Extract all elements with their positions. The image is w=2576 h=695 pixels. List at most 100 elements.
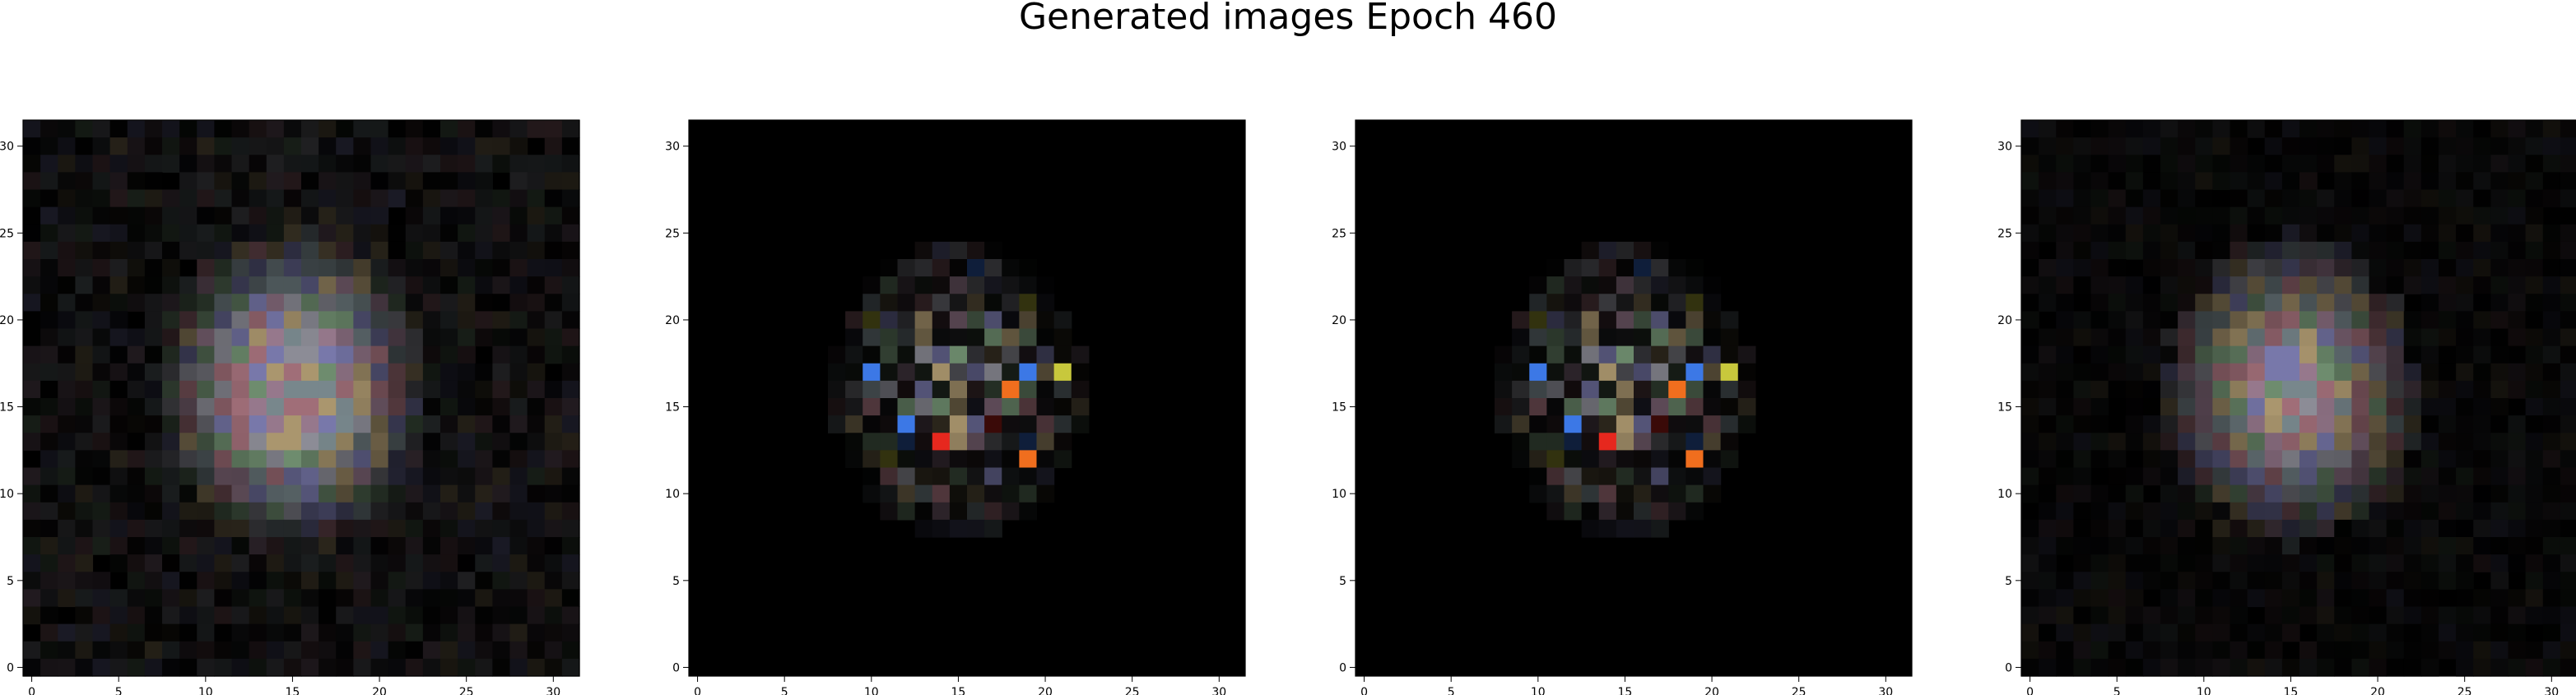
image-pixel bbox=[2386, 155, 2405, 173]
image-pixel bbox=[2542, 484, 2561, 503]
image-pixel bbox=[440, 345, 458, 364]
image-pixel bbox=[283, 172, 302, 191]
image-pixel bbox=[2560, 311, 2576, 330]
image-pixel bbox=[2525, 189, 2544, 208]
image-pixel bbox=[458, 345, 476, 364]
image-pixel bbox=[2525, 241, 2544, 260]
image-pixel bbox=[2195, 189, 2213, 208]
image-pixel bbox=[2264, 572, 2283, 590]
image-pixel bbox=[353, 137, 372, 155]
image-pixel bbox=[2230, 519, 2248, 538]
image-pixel bbox=[162, 658, 180, 677]
image-pixel bbox=[2195, 484, 2213, 503]
image-pixel bbox=[2195, 120, 2213, 138]
image-pixel bbox=[932, 311, 951, 330]
image-pixel bbox=[353, 589, 372, 608]
image-pixel bbox=[2125, 345, 2144, 364]
image-pixel bbox=[1668, 502, 1686, 521]
image-pixel bbox=[23, 172, 41, 191]
image-pixel bbox=[2195, 172, 2213, 191]
image-pixel bbox=[336, 120, 354, 138]
image-pixel bbox=[2439, 380, 2457, 399]
image-pixel bbox=[58, 450, 76, 469]
image-pixel bbox=[2317, 241, 2335, 260]
image-pixel bbox=[2490, 172, 2509, 191]
image-pixel bbox=[40, 328, 58, 347]
image-pixel bbox=[23, 380, 41, 399]
image-pixel bbox=[319, 450, 337, 469]
image-pixel bbox=[1019, 467, 1038, 486]
image-pixel bbox=[405, 572, 424, 590]
image-pixel bbox=[2369, 415, 2388, 433]
image-pixel bbox=[1529, 380, 1547, 399]
image-pixel bbox=[109, 294, 128, 312]
image-pixel bbox=[2490, 572, 2509, 590]
image-pixel bbox=[1686, 311, 1704, 330]
image-pixel bbox=[214, 572, 233, 590]
image-pixel bbox=[109, 554, 128, 572]
image-pixel bbox=[75, 328, 94, 347]
image-pixel bbox=[2386, 224, 2405, 243]
image-pixel bbox=[370, 606, 389, 625]
image-pixel bbox=[370, 363, 389, 382]
image-pixel bbox=[2490, 589, 2509, 608]
image-pixel bbox=[162, 311, 180, 330]
image-pixel bbox=[2403, 519, 2422, 538]
image-pixel bbox=[2420, 519, 2439, 538]
image-pixel bbox=[492, 189, 511, 208]
image-pixel bbox=[197, 484, 215, 503]
image-pixel bbox=[2299, 537, 2318, 555]
image-pixel bbox=[2108, 276, 2127, 294]
image-pixel bbox=[2560, 328, 2576, 347]
image-pixel bbox=[2281, 345, 2300, 364]
y-tick-label: 30 bbox=[1997, 141, 2012, 154]
image-pixel bbox=[2508, 172, 2527, 191]
image-pixel bbox=[283, 276, 302, 294]
image-pixel bbox=[967, 484, 985, 503]
image-pixel bbox=[109, 415, 128, 433]
image-pixel bbox=[2508, 467, 2527, 486]
image-pixel bbox=[1564, 294, 1583, 312]
image-pixel bbox=[144, 189, 163, 208]
image-pixel bbox=[492, 206, 511, 225]
image-pixel bbox=[197, 363, 215, 382]
image-pixel bbox=[2039, 120, 2057, 138]
image-pixel bbox=[2056, 294, 2074, 312]
image-pixel bbox=[2542, 589, 2561, 608]
image-pixel bbox=[2525, 467, 2544, 486]
image-pixel bbox=[40, 433, 58, 451]
image-pixel bbox=[897, 415, 916, 433]
image-pixel bbox=[40, 155, 58, 173]
image-pixel bbox=[2039, 415, 2057, 433]
image-pixel bbox=[2542, 572, 2561, 590]
image-pixel bbox=[2560, 641, 2576, 660]
image-pixel bbox=[2490, 554, 2509, 572]
image-pixel bbox=[1036, 311, 1055, 330]
image-pixel bbox=[1019, 259, 1038, 277]
image-pixel bbox=[2439, 363, 2457, 382]
image-pixel bbox=[109, 658, 128, 677]
image-pixel bbox=[58, 502, 76, 521]
image-pixel bbox=[266, 120, 285, 138]
image-pixel bbox=[1686, 294, 1704, 312]
image-pixel bbox=[92, 623, 111, 642]
image-pixel bbox=[2178, 433, 2196, 451]
image-pixel bbox=[2160, 658, 2178, 677]
image-pixel bbox=[1053, 328, 1072, 347]
image-pixel bbox=[2073, 641, 2092, 660]
x-tick-label: 30 bbox=[546, 686, 560, 695]
x-tick-label: 20 bbox=[372, 686, 387, 695]
image-pixel bbox=[458, 259, 476, 277]
image-pixel bbox=[967, 415, 985, 433]
image-pixel bbox=[2160, 519, 2178, 538]
image-pixel bbox=[2439, 554, 2457, 572]
image-pixel bbox=[127, 189, 146, 208]
image-pixel bbox=[2490, 415, 2509, 433]
image-pixel bbox=[2142, 137, 2161, 155]
image-pixel bbox=[932, 363, 951, 382]
image-pixel bbox=[509, 572, 528, 590]
image-pixel bbox=[2142, 206, 2161, 225]
image-pixel bbox=[458, 484, 476, 503]
image-pixel bbox=[231, 206, 250, 225]
image-pixel bbox=[1071, 415, 1090, 433]
